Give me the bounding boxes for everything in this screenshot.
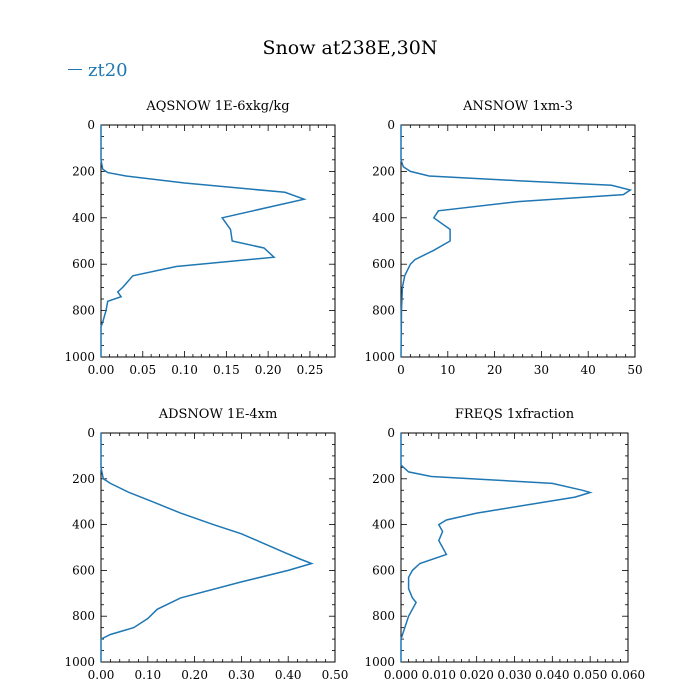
x-tick-label: 0.15: [213, 363, 240, 377]
y-tick-label: 800: [72, 609, 95, 623]
x-tick-label: 0: [397, 363, 405, 377]
plot-frame: [100, 432, 336, 663]
y-tick-label: 800: [372, 304, 395, 318]
y-tick-label: 600: [372, 257, 395, 271]
y-tick-label: 1000: [364, 350, 395, 364]
x-tick-label: 0.10: [134, 668, 161, 682]
figure-title: Snow at238E,30N: [262, 37, 438, 59]
y-tick-label: 400: [72, 518, 95, 532]
x-tick-label: 0.25: [297, 363, 324, 377]
legend: zt20: [68, 60, 128, 81]
x-tick-label: 50: [627, 363, 642, 377]
x-tick-label: 40: [581, 363, 596, 377]
series-line-zt20: [100, 433, 314, 662]
y-tick-label: 600: [372, 563, 395, 577]
series-line-zt20: [400, 125, 633, 358]
x-tick-label: 0.30: [228, 668, 255, 682]
x-tick-label: 30: [534, 363, 549, 377]
x-tick-label: 20: [487, 363, 502, 377]
x-tick-label: 0.20: [181, 668, 208, 682]
panel-title: ADSNOW 1E-4xm: [158, 407, 278, 422]
y-tick-label: 800: [72, 304, 95, 318]
y-tick-label: 1000: [64, 350, 95, 364]
y-tick-label: 600: [72, 563, 95, 577]
y-tick-label: 400: [372, 518, 395, 532]
x-tick-label: 0.05: [129, 363, 156, 377]
y-tick-label: 0: [87, 118, 95, 132]
y-tick-label: 1000: [64, 655, 95, 669]
x-tick-label: 0.040: [535, 668, 569, 682]
legend-line-icon: [68, 68, 82, 70]
x-tick-label: 0.050: [573, 668, 607, 682]
plot-frame: [400, 432, 629, 663]
y-tick-label: 200: [372, 164, 395, 178]
y-tick-label: 400: [372, 211, 395, 225]
x-tick-label: 0.10: [171, 363, 198, 377]
x-tick-label: 0.000: [384, 668, 418, 682]
y-tick-label: 0: [387, 426, 395, 440]
x-tick-label: 0.030: [497, 668, 531, 682]
plot-frame: [400, 124, 636, 358]
y-tick-label: 800: [372, 609, 395, 623]
x-tick-label: 0.060: [611, 668, 645, 682]
y-tick-label: 200: [72, 164, 95, 178]
y-tick-label: 400: [72, 211, 95, 225]
x-tick-label: 0.40: [275, 668, 302, 682]
x-tick-label: 0.020: [459, 668, 493, 682]
y-tick-label: 200: [372, 472, 395, 486]
x-tick-label: 0.20: [255, 363, 282, 377]
x-tick-label: 0.00: [88, 668, 115, 682]
series-line-zt20: [100, 125, 307, 357]
panel-title: AQSNOW 1E-6xkg/kg: [145, 99, 289, 114]
panel-title: ANSNOW 1xm-3: [462, 99, 573, 114]
x-tick-label: 0.00: [88, 363, 115, 377]
panel-title: FREQS 1xfraction: [455, 407, 575, 422]
y-tick-label: 1000: [364, 655, 395, 669]
plot-frame: [100, 124, 336, 358]
y-tick-label: 0: [87, 426, 95, 440]
x-tick-label: 0.50: [322, 668, 349, 682]
y-tick-label: 600: [72, 257, 95, 271]
legend-label: zt20: [88, 60, 128, 81]
y-tick-label: 200: [72, 472, 95, 486]
y-tick-label: 0: [387, 118, 395, 132]
x-tick-label: 0.010: [422, 668, 456, 682]
series-line-zt20: [400, 433, 593, 662]
x-tick-label: 10: [440, 363, 455, 377]
